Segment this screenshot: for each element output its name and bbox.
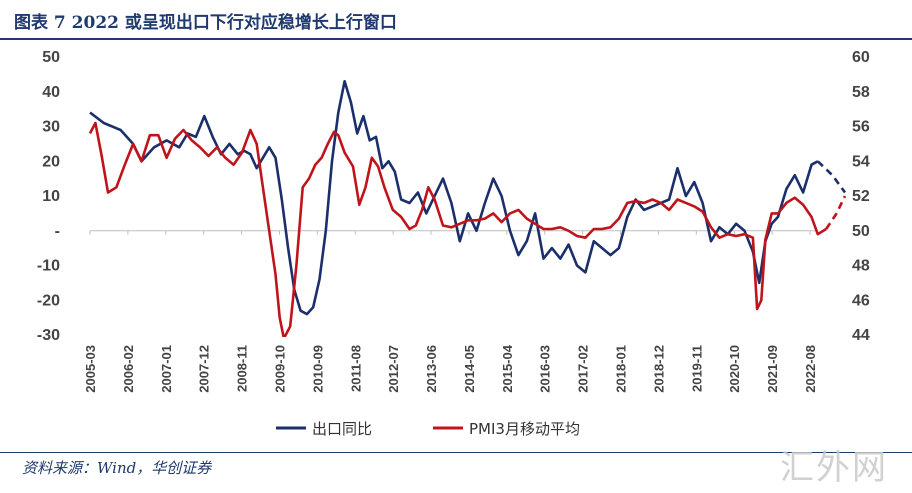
x-tick-label: 2005-03 (83, 345, 98, 393)
source-divider (0, 452, 912, 453)
series-layer (88, 80, 847, 337)
y-right-tick-label: 52 (852, 188, 870, 205)
y-left-tick-label: - (55, 223, 60, 240)
legend-label-pmi: PMI3月移动平均 (469, 420, 580, 438)
x-tick-label: 2018-12 (651, 345, 666, 393)
x-tick-label: 2013-06 (424, 345, 439, 393)
y-right-tick-label: 56 (852, 119, 870, 136)
x-tick-label: 2017-02 (576, 345, 591, 393)
y-right-tick-label: 48 (852, 258, 870, 275)
watermark: 汇外网 (780, 448, 888, 488)
x-tick-label: 2012-07 (386, 345, 401, 393)
x-tick-label: 2011-08 (348, 345, 363, 392)
legend-label-export: 出口同比 (312, 420, 372, 438)
series-line-2 (88, 121, 827, 337)
y-right-tick-label: 58 (852, 84, 870, 101)
x-tick-label: 2014-05 (462, 345, 477, 393)
y-left-tick-label: -30 (37, 327, 60, 344)
x-tick-label: 2010-09 (310, 345, 325, 393)
y-left-tick-label: 30 (42, 119, 60, 136)
x-tick-label: 2007-01 (159, 345, 174, 393)
x-tick-label: 2022-08 (803, 345, 818, 393)
y-right-tick-label: 60 (852, 49, 870, 66)
figure-title: 图表 7 2022 或呈现出口下行对应稳增长上行窗口 (14, 13, 397, 33)
x-tick-label: 2007-12 (197, 345, 212, 393)
y-left-tick-label: 10 (42, 188, 60, 205)
chart-axes (89, 230, 818, 235)
line-chart: 50 40 30 20 10 - -10 -20 -30 60 58 56 54 52 50 48 46 44 20… (37, 49, 870, 438)
ticks-layer: 50 40 30 20 10 - -10 -20 -30 60 58 56 54 52 50 48 46 44 20… (37, 49, 870, 393)
series-line-0 (89, 80, 819, 316)
title-divider (0, 38, 912, 40)
x-tick-label: 2009-10 (272, 345, 287, 393)
legend: 出口同比 PMI3月移动平均 (276, 420, 580, 438)
x-tick-label: 2015-04 (500, 344, 515, 392)
x-tick-label: 2008-11 (235, 345, 250, 392)
y-left-tick-label: 40 (42, 84, 60, 101)
x-tick-label: 2006-02 (121, 345, 136, 393)
series-line-3 (825, 195, 847, 230)
y-left-tick-label: -10 (37, 258, 60, 275)
x-tick-label: 2016-03 (538, 345, 553, 393)
x-tick-label: 2021-09 (765, 345, 780, 393)
series-line-1 (816, 160, 847, 194)
x-tick-label: 2020-10 (727, 345, 742, 393)
y-left-tick-label: 50 (42, 49, 60, 66)
x-tick-label: 2018-01 (614, 345, 629, 393)
y-right-tick-label: 46 (852, 292, 870, 309)
y-right-tick-label: 54 (852, 153, 870, 170)
y-left-tick-label: -20 (37, 292, 60, 309)
y-right-tick-label: 44 (852, 327, 870, 344)
source-note: 资料来源：Wind，华创证券 (22, 459, 212, 477)
y-right-tick-label: 50 (852, 223, 870, 240)
x-tick-label: 2019-11 (689, 345, 704, 392)
y-left-tick-label: 20 (42, 153, 60, 170)
